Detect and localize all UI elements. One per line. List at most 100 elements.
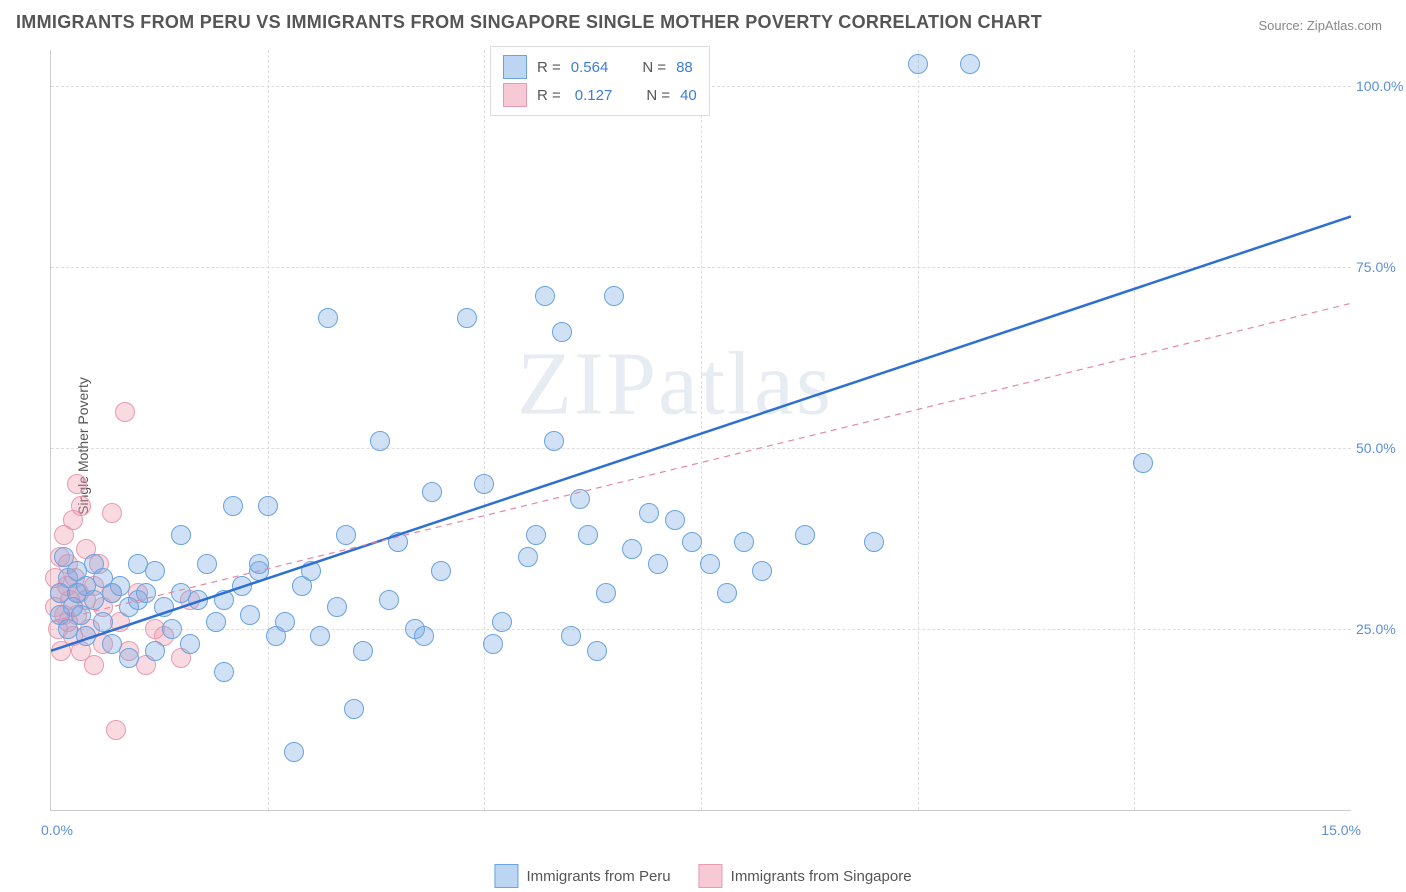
- scatter-point: [700, 554, 720, 574]
- scatter-point: [284, 742, 304, 762]
- scatter-point: [604, 286, 624, 306]
- scatter-point: [535, 286, 555, 306]
- r-value-singapore: 0.127: [575, 87, 613, 104]
- scatter-point: [76, 626, 96, 646]
- scatter-point: [67, 474, 87, 494]
- legend-swatch-singapore: [503, 83, 527, 107]
- watermark-text: ZIPatlas: [517, 333, 833, 436]
- scatter-point: [474, 474, 494, 494]
- scatter-point: [622, 539, 642, 559]
- scatter-point: [232, 576, 252, 596]
- scatter-point: [180, 634, 200, 654]
- scatter-point: [544, 431, 564, 451]
- scatter-point: [102, 634, 122, 654]
- scatter-point: [162, 619, 182, 639]
- scatter-point: [960, 54, 980, 74]
- gridline-v: [484, 50, 485, 810]
- scatter-point: [457, 308, 477, 328]
- scatter-point: [414, 626, 434, 646]
- scatter-point: [223, 496, 243, 516]
- scatter-point: [648, 554, 668, 574]
- scatter-point: [795, 525, 815, 545]
- scatter-point: [734, 532, 754, 552]
- scatter-point: [492, 612, 512, 632]
- legend-swatch-peru: [503, 55, 527, 79]
- ytick-label: 25.0%: [1356, 621, 1406, 637]
- legend-label-singapore: Immigrants from Singapore: [731, 868, 912, 885]
- ytick-label: 75.0%: [1356, 259, 1406, 275]
- scatter-point: [318, 308, 338, 328]
- scatter-point: [518, 547, 538, 567]
- r-label-2: R =: [537, 87, 561, 104]
- scatter-point: [197, 554, 217, 574]
- scatter-point: [717, 583, 737, 603]
- scatter-point: [639, 503, 659, 523]
- legend-label-peru: Immigrants from Peru: [526, 868, 670, 885]
- n-value-peru: 88: [676, 59, 693, 76]
- legend-row-singapore: R = 0.127 N = 40: [503, 81, 697, 109]
- scatter-point: [301, 561, 321, 581]
- n-label: N =: [642, 59, 666, 76]
- scatter-point: [327, 597, 347, 617]
- scatter-point: [388, 532, 408, 552]
- scatter-point: [258, 496, 278, 516]
- scatter-point: [110, 576, 130, 596]
- scatter-point: [665, 510, 685, 530]
- legend-swatch-peru-bottom: [494, 864, 518, 888]
- scatter-point: [1133, 453, 1153, 473]
- scatter-point: [106, 720, 126, 740]
- scatter-point: [136, 583, 156, 603]
- scatter-point: [596, 583, 616, 603]
- scatter-point: [310, 626, 330, 646]
- scatter-point: [587, 641, 607, 661]
- scatter-point: [752, 561, 772, 581]
- gridline-v: [1134, 50, 1135, 810]
- scatter-point: [84, 655, 104, 675]
- gridline-v: [268, 50, 269, 810]
- scatter-point: [336, 525, 356, 545]
- scatter-point: [344, 699, 364, 719]
- scatter-point: [353, 641, 373, 661]
- ytick-label: 100.0%: [1356, 78, 1406, 94]
- scatter-point: [578, 525, 598, 545]
- plot-area: ZIPatlas 25.0%50.0%75.0%100.0%0.0%15.0%: [50, 50, 1351, 811]
- scatter-point: [145, 561, 165, 581]
- scatter-point: [422, 482, 442, 502]
- scatter-point: [214, 590, 234, 610]
- scatter-point: [171, 525, 191, 545]
- series-legend: Immigrants from Peru Immigrants from Sin…: [494, 864, 911, 888]
- legend-row-peru: R = 0.564 N = 88: [503, 53, 697, 81]
- scatter-point: [908, 54, 928, 74]
- scatter-point: [864, 532, 884, 552]
- r-label: R =: [537, 59, 561, 76]
- scatter-point: [249, 554, 269, 574]
- scatter-point: [154, 597, 174, 617]
- scatter-point: [431, 561, 451, 581]
- source-attribution: Source: ZipAtlas.com: [1258, 18, 1382, 33]
- scatter-point: [370, 431, 390, 451]
- scatter-point: [145, 641, 165, 661]
- xtick-label-left: 0.0%: [41, 822, 73, 838]
- r-value-peru: 0.564: [571, 59, 609, 76]
- scatter-point: [552, 322, 572, 342]
- scatter-point: [188, 590, 208, 610]
- legend-swatch-singapore-bottom: [699, 864, 723, 888]
- correlation-legend: R = 0.564 N = 88 R = 0.127 N = 40: [490, 46, 710, 116]
- scatter-point: [71, 496, 91, 516]
- scatter-point: [115, 402, 135, 422]
- chart-container: IMMIGRANTS FROM PERU VS IMMIGRANTS FROM …: [0, 0, 1406, 892]
- scatter-point: [561, 626, 581, 646]
- legend-item-peru: Immigrants from Peru: [494, 864, 670, 888]
- scatter-point: [275, 612, 295, 632]
- scatter-point: [570, 489, 590, 509]
- n-label-2: N =: [646, 87, 670, 104]
- scatter-point: [93, 612, 113, 632]
- n-value-singapore: 40: [680, 87, 697, 104]
- scatter-point: [682, 532, 702, 552]
- chart-title: IMMIGRANTS FROM PERU VS IMMIGRANTS FROM …: [16, 12, 1042, 33]
- ytick-label: 50.0%: [1356, 440, 1406, 456]
- xtick-label-right: 15.0%: [1321, 822, 1361, 838]
- scatter-point: [119, 648, 139, 668]
- scatter-point: [526, 525, 546, 545]
- scatter-point: [214, 662, 234, 682]
